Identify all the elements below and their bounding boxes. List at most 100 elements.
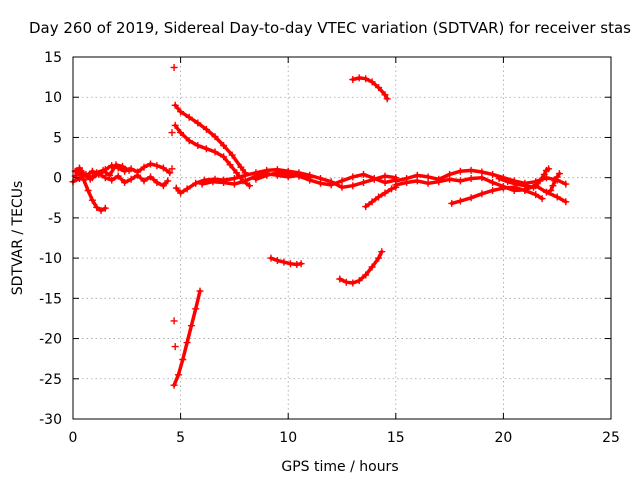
x-tick-label: 20 [494,430,512,446]
x-tick-label: 0 [69,430,78,446]
data-point-marker [392,183,400,191]
data-point-marker [220,179,228,186]
y-tick-label: -20 [39,332,62,348]
data-point-marker [177,129,185,137]
x-tick-label: 10 [279,430,297,446]
data-point-marker [273,257,281,264]
data-point-marker [183,339,191,347]
data-point-marker [375,193,383,201]
data-point-marker [220,142,228,149]
data-point-marker [536,177,544,185]
data-point-marker [293,261,301,268]
data-point-marker [495,175,503,182]
data-point-marker [327,181,335,189]
data-point-marker [362,203,370,211]
data-point-marker [125,166,133,174]
data-point-marker [168,165,176,173]
data-point-marker [362,271,370,279]
data-point-marker [467,175,475,182]
data-point-marker [551,177,559,185]
plot-frame [72,56,612,420]
data-point-marker [97,207,105,215]
data-point-marker [121,179,129,186]
data-point-marker [349,173,357,181]
data-point-marker [171,343,179,351]
data-point-marker [187,322,195,330]
data-point-marker [499,184,507,192]
data-point-marker [349,76,357,83]
data-point-marker [545,165,553,173]
data-point-marker [381,179,389,186]
data-point-marker [196,287,204,295]
data-point-marker [489,187,497,194]
data-point-marker [211,148,219,156]
data-point-marker [547,187,555,194]
data-point-marker [101,204,109,212]
data-point-marker [338,177,346,185]
series-trace-track-late-3 [450,185,544,206]
data-point-marker [349,279,357,287]
data-point-marker [202,145,210,153]
data-point-marker [252,172,260,180]
data-point-marker [84,187,92,194]
series-trace-track-main-1 [73,162,172,178]
data-point-marker [183,185,191,193]
data-point-marker [233,169,241,177]
data-point-marker [504,178,512,186]
y-tick-label: 10 [44,90,62,106]
y-tick-label: -25 [39,372,62,388]
chart-title: Day 260 of 2019, Sidereal Day-to-day VTE… [29,19,631,37]
data-point-marker [185,113,193,121]
data-point-marker [349,182,357,190]
data-point-marker [246,182,253,190]
data-point-marker [403,179,411,186]
data-point-marker [383,95,391,103]
data-point-marker [114,172,122,180]
data-point-marker [159,182,167,190]
y-tick-label: -5 [48,211,62,227]
data-point-marker [185,137,193,145]
data-point-marker [336,275,344,283]
data-point-marker [478,174,486,182]
data-point-marker [538,195,546,203]
y-tick-label: 15 [44,50,62,66]
data-point-marker [446,175,454,183]
data-point-marker [549,182,557,190]
data-point-marker [297,260,305,268]
data-point-marker [166,169,174,177]
data-point-marker [532,181,540,189]
data-point-marker [202,125,210,133]
data-point-marker [220,153,228,161]
data-point-marker [194,142,202,149]
y-tick-label: 5 [53,130,62,146]
data-point-marker [467,194,475,202]
data-point-marker [273,171,281,179]
y-tick-label: -10 [39,251,62,267]
data-point-marker [88,167,96,175]
data-point-marker [106,171,114,179]
data-point-marker [228,151,236,159]
axis-ticks: 0 5 10 15 20 25 -30 -25 -20 -15 -10 -5 0 5 10 15 [39,50,620,446]
data-point-marker [168,129,176,137]
y-tick-label: 0 [53,171,62,187]
data-point-marker [375,84,383,92]
data-point-marker [153,179,161,186]
data-point-marker [134,171,142,179]
series-trace-track-drop-1 [173,103,247,175]
data-point-marker [284,173,292,181]
data-point-marker [378,248,386,256]
data-point-marker [362,75,370,83]
data-point-marker [230,180,238,188]
data-point-marker [413,177,421,185]
data-point-marker [76,167,83,175]
data-point-marker [99,166,107,174]
data-point-marker [338,183,346,191]
data-point-marker [553,193,561,201]
data-point-marker [355,277,363,285]
x-tick-label: 25 [602,430,620,446]
data-point-marker [211,133,219,141]
data-point-marker [562,198,570,206]
data-point-marker [88,196,96,204]
data-point-marker [147,173,154,181]
